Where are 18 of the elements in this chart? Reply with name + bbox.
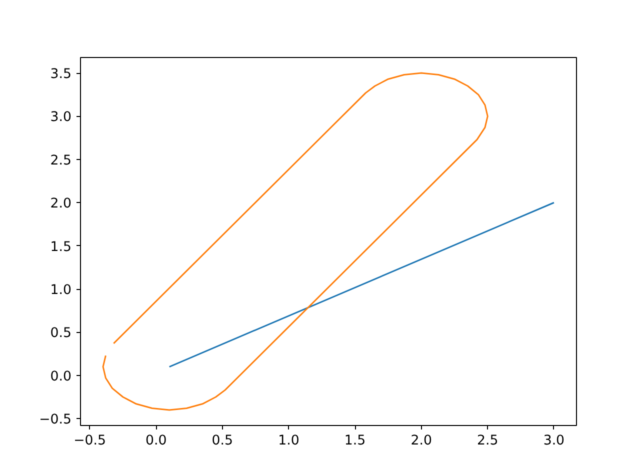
y-tick-label: 0.0 xyxy=(50,369,72,384)
x-tick-label: 3.0 xyxy=(543,434,565,448)
x-tick-label: 0.0 xyxy=(145,434,167,448)
y-tick-label: 3.0 xyxy=(50,110,72,126)
y-tick-label: −0.5 xyxy=(39,412,72,428)
y-tick-label: 1.5 xyxy=(50,240,72,255)
x-tick-label: 2.0 xyxy=(410,434,432,448)
x-tick-label: 1.0 xyxy=(278,434,300,448)
x-tick-label: 1.5 xyxy=(344,434,366,448)
line-series xyxy=(102,72,488,411)
x-tick-label: 0.5 xyxy=(212,434,234,448)
y-tick-label: 2.5 xyxy=(50,153,72,168)
x-tick-label: −0.5 xyxy=(74,434,106,448)
y-tick-label: 3.5 xyxy=(50,67,72,82)
x-tick-label: 2.5 xyxy=(477,434,498,448)
y-tick-label: 2.0 xyxy=(50,196,72,212)
y-tick-label: 0.5 xyxy=(50,326,72,342)
y-tick-label: 1.0 xyxy=(50,283,72,298)
